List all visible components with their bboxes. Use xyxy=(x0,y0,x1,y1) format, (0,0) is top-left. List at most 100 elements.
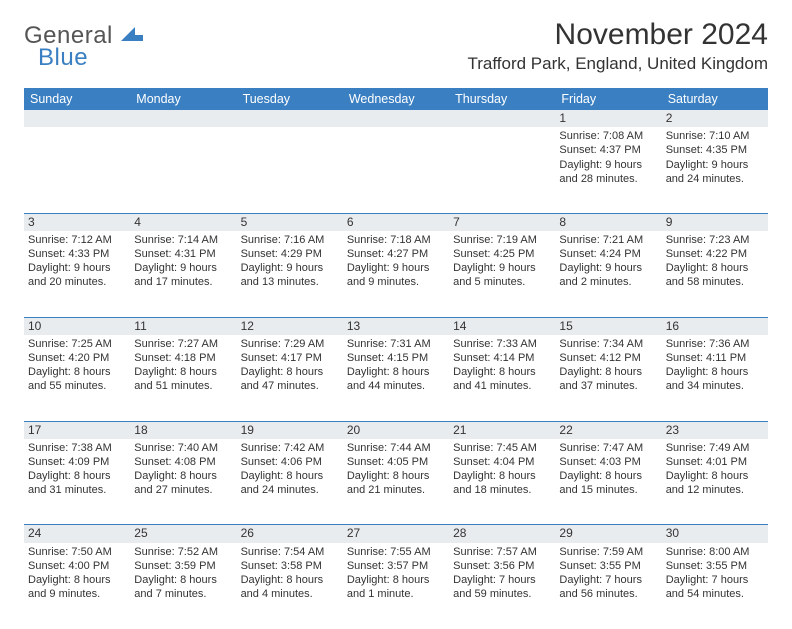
day-sunset: Sunset: 4:31 PM xyxy=(134,247,232,261)
day-cell: Sunrise: 7:19 AMSunset: 4:25 PMDaylight:… xyxy=(449,231,555,317)
day-number: 19 xyxy=(237,421,343,439)
day-day2: and 59 minutes. xyxy=(453,587,551,601)
day-day1: Daylight: 8 hours xyxy=(28,365,126,379)
daynum-row: 12 xyxy=(24,110,768,127)
day-day2: and 55 minutes. xyxy=(28,379,126,393)
day-day1: Daylight: 8 hours xyxy=(28,469,126,483)
day-sunrise: Sunrise: 7:52 AM xyxy=(134,545,232,559)
day-cell xyxy=(24,127,130,213)
day-sunset: Sunset: 4:04 PM xyxy=(453,455,551,469)
day-day1: Daylight: 8 hours xyxy=(666,469,764,483)
day-sunrise: Sunrise: 7:27 AM xyxy=(134,337,232,351)
day-number: 1 xyxy=(555,110,661,127)
day-day1: Daylight: 9 hours xyxy=(347,261,445,275)
day-day2: and 27 minutes. xyxy=(134,483,232,497)
day-number xyxy=(237,110,343,127)
day-cell: Sunrise: 7:16 AMSunset: 4:29 PMDaylight:… xyxy=(237,231,343,317)
day-sunset: Sunset: 4:08 PM xyxy=(134,455,232,469)
day-sunset: Sunset: 4:11 PM xyxy=(666,351,764,365)
day-sunrise: Sunrise: 7:38 AM xyxy=(28,441,126,455)
weekday-header: Sunday xyxy=(24,88,130,110)
week-row: Sunrise: 7:25 AMSunset: 4:20 PMDaylight:… xyxy=(24,335,768,421)
daynum-row: 24252627282930 xyxy=(24,525,768,543)
day-sunset: Sunset: 4:29 PM xyxy=(241,247,339,261)
day-sunrise: Sunrise: 7:10 AM xyxy=(666,129,764,143)
day-day2: and 4 minutes. xyxy=(241,587,339,601)
day-sunrise: Sunrise: 7:16 AM xyxy=(241,233,339,247)
day-day2: and 34 minutes. xyxy=(666,379,764,393)
day-cell: Sunrise: 7:27 AMSunset: 4:18 PMDaylight:… xyxy=(130,335,236,421)
day-day2: and 9 minutes. xyxy=(28,587,126,601)
day-sunrise: Sunrise: 7:29 AM xyxy=(241,337,339,351)
day-sunrise: Sunrise: 7:50 AM xyxy=(28,545,126,559)
day-sunset: Sunset: 4:27 PM xyxy=(347,247,445,261)
weekday-header: Monday xyxy=(130,88,236,110)
day-number: 7 xyxy=(449,213,555,231)
day-number: 17 xyxy=(24,421,130,439)
day-day1: Daylight: 9 hours xyxy=(28,261,126,275)
day-cell: Sunrise: 7:33 AMSunset: 4:14 PMDaylight:… xyxy=(449,335,555,421)
day-sunrise: Sunrise: 7:49 AM xyxy=(666,441,764,455)
day-day1: Daylight: 8 hours xyxy=(559,469,657,483)
day-day2: and 1 minute. xyxy=(347,587,445,601)
day-day1: Daylight: 8 hours xyxy=(134,573,232,587)
day-sunrise: Sunrise: 7:47 AM xyxy=(559,441,657,455)
day-number: 15 xyxy=(555,317,661,335)
day-day1: Daylight: 9 hours xyxy=(559,261,657,275)
day-number: 20 xyxy=(343,421,449,439)
day-day1: Daylight: 7 hours xyxy=(666,573,764,587)
day-day1: Daylight: 9 hours xyxy=(559,158,657,172)
day-sunset: Sunset: 4:06 PM xyxy=(241,455,339,469)
day-number: 10 xyxy=(24,317,130,335)
day-sunset: Sunset: 3:57 PM xyxy=(347,559,445,573)
day-day1: Daylight: 8 hours xyxy=(347,469,445,483)
daynum-row: 3456789 xyxy=(24,213,768,231)
day-cell xyxy=(130,127,236,213)
day-number xyxy=(130,110,236,127)
day-day2: and 37 minutes. xyxy=(559,379,657,393)
day-day1: Daylight: 7 hours xyxy=(559,573,657,587)
day-day2: and 31 minutes. xyxy=(28,483,126,497)
day-sunrise: Sunrise: 8:00 AM xyxy=(666,545,764,559)
day-day1: Daylight: 8 hours xyxy=(666,261,764,275)
day-sunrise: Sunrise: 7:45 AM xyxy=(453,441,551,455)
day-day2: and 2 minutes. xyxy=(559,275,657,289)
day-number: 11 xyxy=(130,317,236,335)
day-day1: Daylight: 8 hours xyxy=(241,469,339,483)
calendar-page: General Blue November 2024 Trafford Park… xyxy=(0,0,792,612)
week-row: Sunrise: 7:08 AMSunset: 4:37 PMDaylight:… xyxy=(24,127,768,213)
day-sunset: Sunset: 3:55 PM xyxy=(666,559,764,573)
day-sunrise: Sunrise: 7:08 AM xyxy=(559,129,657,143)
week-row: Sunrise: 7:38 AMSunset: 4:09 PMDaylight:… xyxy=(24,439,768,525)
day-cell: Sunrise: 7:18 AMSunset: 4:27 PMDaylight:… xyxy=(343,231,449,317)
day-day2: and 51 minutes. xyxy=(134,379,232,393)
weekday-header: Thursday xyxy=(449,88,555,110)
day-cell: Sunrise: 7:57 AMSunset: 3:56 PMDaylight:… xyxy=(449,543,555,629)
day-day2: and 7 minutes. xyxy=(134,587,232,601)
day-number xyxy=(343,110,449,127)
weekday-header-row: Sunday Monday Tuesday Wednesday Thursday… xyxy=(24,88,768,110)
weekday-header: Friday xyxy=(555,88,661,110)
day-sunrise: Sunrise: 7:14 AM xyxy=(134,233,232,247)
day-day2: and 20 minutes. xyxy=(28,275,126,289)
day-cell: Sunrise: 7:42 AMSunset: 4:06 PMDaylight:… xyxy=(237,439,343,525)
day-cell: Sunrise: 7:08 AMSunset: 4:37 PMDaylight:… xyxy=(555,127,661,213)
day-sunrise: Sunrise: 7:25 AM xyxy=(28,337,126,351)
day-number: 21 xyxy=(449,421,555,439)
day-sunrise: Sunrise: 7:36 AM xyxy=(666,337,764,351)
day-sunset: Sunset: 3:59 PM xyxy=(134,559,232,573)
day-day1: Daylight: 8 hours xyxy=(134,365,232,379)
day-day2: and 41 minutes. xyxy=(453,379,551,393)
day-day2: and 21 minutes. xyxy=(347,483,445,497)
day-number: 14 xyxy=(449,317,555,335)
week-row: Sunrise: 7:50 AMSunset: 4:00 PM Daylight:… xyxy=(24,543,768,629)
day-cell: Sunrise: 7:25 AMSunset: 4:20 PMDaylight:… xyxy=(24,335,130,421)
day-sunrise: Sunrise: 7:21 AM xyxy=(559,233,657,247)
day-sunrise: Sunrise: 7:18 AM xyxy=(347,233,445,247)
day-sunset: Sunset: 4:00 PM xyxy=(28,559,126,573)
day-number xyxy=(24,110,130,127)
day-cell xyxy=(237,127,343,213)
day-sunrise: Sunrise: 7:23 AM xyxy=(666,233,764,247)
daynum-row: 17181920212223 xyxy=(24,421,768,439)
day-number: 4 xyxy=(130,213,236,231)
